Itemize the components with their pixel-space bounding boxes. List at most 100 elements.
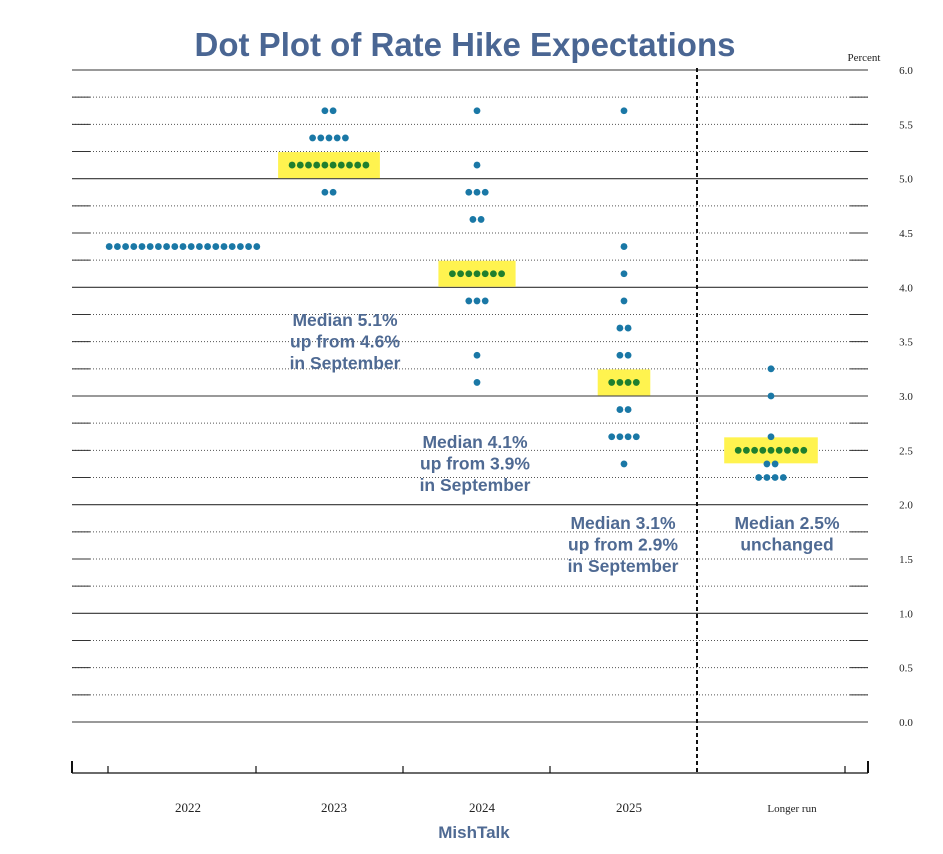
annotation-line: in September bbox=[290, 353, 401, 373]
y-tick-label: 0.0 bbox=[899, 717, 913, 729]
dot-point bbox=[763, 474, 771, 481]
dot-point bbox=[767, 433, 775, 441]
dot-point bbox=[632, 379, 640, 386]
annotation-line: Median 3.1% bbox=[570, 513, 675, 533]
dot-point bbox=[473, 297, 481, 305]
dot-point bbox=[784, 446, 791, 454]
dot-point bbox=[477, 216, 485, 223]
x-category-label: 2024 bbox=[469, 800, 496, 815]
dot-point bbox=[779, 474, 787, 481]
dot-point bbox=[481, 297, 489, 305]
dot-point bbox=[313, 161, 321, 169]
grid-lines bbox=[72, 69, 868, 723]
dot-point bbox=[775, 446, 783, 454]
dot-point bbox=[755, 474, 763, 481]
dot-point bbox=[616, 351, 624, 359]
dot-point bbox=[305, 161, 312, 169]
dot-point bbox=[354, 161, 362, 169]
x-category-label: Longer run bbox=[767, 803, 817, 815]
dot-point bbox=[792, 446, 799, 454]
dot-point bbox=[620, 297, 628, 305]
dot-point bbox=[342, 134, 349, 142]
dot-point bbox=[163, 243, 171, 250]
dot-point bbox=[321, 188, 329, 196]
dot-point bbox=[620, 243, 628, 250]
labels: 6.0 5.5 5.0 4.5 4.0 3.5 3.0 2.5 2.0 1.5 1.0 0.5 0.0 2… bbox=[175, 65, 913, 815]
dot-point bbox=[469, 216, 477, 223]
x-category-label: 2022 bbox=[175, 800, 201, 815]
dot-point bbox=[138, 243, 146, 250]
dot-point bbox=[122, 243, 129, 250]
dot-point bbox=[130, 243, 138, 250]
dot-point bbox=[171, 243, 179, 250]
dot-point bbox=[767, 446, 775, 454]
y-tick-label: 6.0 bbox=[899, 65, 913, 77]
median-annotation: Median 4.1% up from 3.9% in September bbox=[420, 432, 531, 495]
median-annotation: Median 5.1% up from 4.6% in September bbox=[290, 310, 401, 373]
dot-point bbox=[187, 243, 195, 250]
dot-point bbox=[321, 161, 329, 169]
annotation-line: in September bbox=[420, 475, 531, 495]
dot-point bbox=[473, 188, 481, 196]
dot-point bbox=[800, 446, 808, 454]
median-highlight bbox=[597, 369, 651, 396]
dot-point bbox=[114, 243, 121, 250]
dot-point bbox=[616, 406, 624, 413]
y-tick-label: 3.0 bbox=[899, 391, 913, 403]
dot-point bbox=[204, 243, 212, 250]
dot-point bbox=[620, 460, 628, 468]
dot-point bbox=[179, 243, 187, 250]
dot-point bbox=[105, 243, 113, 250]
dot-point bbox=[473, 270, 481, 278]
dot-point bbox=[473, 107, 481, 115]
y-tick-label: 0.5 bbox=[899, 663, 913, 675]
dot-point bbox=[321, 107, 329, 115]
dot-point bbox=[325, 134, 333, 142]
dot-point bbox=[624, 324, 632, 332]
x-category-label: 2025 bbox=[616, 800, 642, 815]
source-label: MishTalk bbox=[438, 823, 510, 842]
median-highlights bbox=[278, 152, 818, 464]
dot-point bbox=[767, 365, 775, 373]
annotation-line: up from 3.9% bbox=[420, 454, 530, 474]
chart-title: Dot Plot of Rate Hike Expectations bbox=[195, 26, 736, 63]
y-tick-label: 5.0 bbox=[899, 174, 913, 186]
annotation-line: Median 2.5% bbox=[734, 513, 839, 533]
dot-point bbox=[212, 243, 220, 250]
dot-point bbox=[288, 161, 296, 169]
dot-point bbox=[196, 243, 203, 250]
dot-point bbox=[771, 474, 779, 481]
dot-point bbox=[473, 161, 481, 169]
dot-point bbox=[329, 161, 337, 169]
dot-point bbox=[751, 446, 758, 454]
dot-point bbox=[490, 270, 497, 278]
dot-point bbox=[296, 161, 304, 169]
dot-point bbox=[465, 297, 473, 305]
dot-point bbox=[771, 460, 779, 468]
dot-point bbox=[346, 161, 353, 169]
dot-point bbox=[759, 446, 767, 454]
y-unit-label: Percent bbox=[848, 52, 881, 64]
dot-point bbox=[146, 243, 154, 250]
dot-point bbox=[620, 107, 628, 115]
dot-point bbox=[734, 446, 742, 454]
annotation-line: Median 5.1% bbox=[292, 310, 397, 330]
median-annotation: Median 2.5% unchanged bbox=[734, 513, 839, 555]
annotation-line: Median 4.1% bbox=[422, 432, 527, 452]
axes bbox=[71, 68, 869, 774]
dot-point bbox=[329, 107, 337, 115]
annotation-line: up from 2.9% bbox=[568, 535, 678, 555]
dot-point bbox=[473, 351, 481, 359]
dot-point bbox=[220, 243, 228, 250]
dot-point bbox=[620, 270, 628, 278]
dot-point bbox=[333, 134, 341, 142]
dot-point bbox=[632, 433, 640, 441]
y-tick-label: 4.5 bbox=[899, 228, 913, 240]
y-tick-label: 1.0 bbox=[899, 608, 913, 620]
dot-point bbox=[228, 243, 236, 250]
dot-point bbox=[498, 270, 505, 278]
dot-point bbox=[743, 446, 750, 454]
dot-point bbox=[457, 270, 464, 278]
dot-point bbox=[253, 243, 261, 250]
dot-point bbox=[245, 243, 253, 250]
